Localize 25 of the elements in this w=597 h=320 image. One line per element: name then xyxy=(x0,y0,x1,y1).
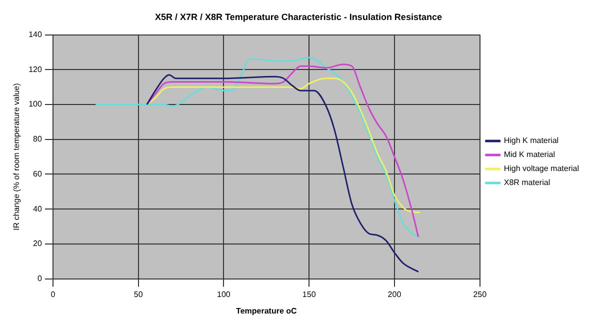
line-series xyxy=(146,74,420,273)
legend-label: High voltage material xyxy=(504,164,580,174)
y-tick-label: 20 xyxy=(33,239,42,248)
x-tick-label: 250 xyxy=(473,290,488,299)
y-axis-title: IR change (% of room temperature value) xyxy=(12,82,22,230)
y-tick-label: 80 xyxy=(33,134,42,144)
y-tick-label: 40 xyxy=(33,204,42,214)
x-tick-label: 200 xyxy=(388,290,402,299)
legend-label: High K material xyxy=(504,136,559,146)
x-tick-label: 100 xyxy=(217,290,231,299)
line-series xyxy=(146,78,421,214)
y-tick-label: 0 xyxy=(37,274,42,284)
legend-label: X8R material xyxy=(504,178,550,188)
line-series xyxy=(146,64,420,238)
x-tick-label: 150 xyxy=(302,290,316,299)
y-tick-label: 140 xyxy=(28,30,42,40)
chart-title: X5R / X7R / X8R Temperature Characteristic - Insulation Resistance xyxy=(155,12,442,22)
x-axis-title: Temperature oC xyxy=(236,306,297,316)
y-tick-label: 120 xyxy=(28,64,42,74)
x-tick-label: 50 xyxy=(134,290,144,299)
y-tick-label: 100 xyxy=(28,100,42,109)
y-tick-label: 60 xyxy=(33,169,42,178)
x-tick-label: 0 xyxy=(50,290,56,299)
line-series xyxy=(94,56,421,238)
legend-label: Mid K material xyxy=(504,150,556,160)
